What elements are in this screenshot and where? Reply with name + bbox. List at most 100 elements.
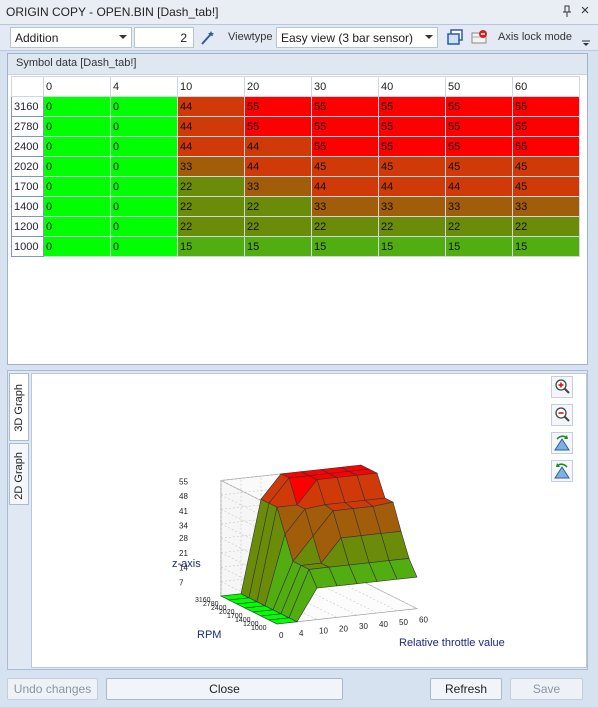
table-cell[interactable]: 44 — [244, 156, 312, 177]
column-header[interactable]: 20 — [244, 76, 312, 97]
table-cell[interactable]: 44 — [177, 116, 245, 137]
row-header[interactable]: 2020 — [11, 156, 44, 177]
table-cell[interactable]: 55 — [378, 96, 446, 117]
undo-changes-button[interactable]: Undo changes — [7, 678, 98, 700]
table-cell[interactable]: 55 — [512, 116, 580, 137]
table-cell[interactable]: 44 — [177, 96, 245, 117]
column-header[interactable]: 30 — [311, 76, 379, 97]
table-cell[interactable]: 45 — [445, 156, 513, 177]
table-cell[interactable]: 0 — [43, 156, 111, 177]
tab-3d-graph[interactable]: 3D Graph — [9, 373, 29, 441]
table-cell[interactable]: 22 — [177, 196, 245, 217]
table-cell[interactable]: 33 — [177, 156, 245, 177]
row-header[interactable]: 1400 — [11, 196, 44, 217]
table-cell[interactable]: 15 — [445, 236, 513, 257]
table-cell[interactable]: 22 — [244, 196, 312, 217]
row-header[interactable]: 3160 — [11, 96, 44, 117]
table-cell[interactable]: 55 — [445, 96, 513, 117]
table-cell[interactable]: 55 — [311, 96, 379, 117]
table-cell[interactable]: 0 — [110, 116, 178, 137]
table-cell[interactable]: 44 — [445, 176, 513, 197]
table-cell[interactable]: 0 — [43, 216, 111, 237]
surface-3d-plot[interactable]: 55 48 41 34 28 21 14 7 0 4 10 20 30 40 50 60 31602780240… — [32, 374, 586, 667]
axis-lock-label[interactable]: Axis lock mode — [498, 31, 572, 43]
table-cell[interactable]: 0 — [110, 156, 178, 177]
table-cell[interactable]: 0 — [110, 136, 178, 157]
close-icon[interactable]: × — [580, 2, 590, 19]
table-cell[interactable]: 15 — [512, 236, 580, 257]
table-cell[interactable]: 45 — [512, 156, 580, 177]
close-button[interactable]: Close — [106, 678, 343, 700]
amount-input[interactable]: 2 — [134, 27, 194, 48]
copy-window-icon[interactable] — [445, 28, 465, 47]
table-cell[interactable]: 22 — [311, 216, 379, 237]
table-cell[interactable]: 0 — [110, 216, 178, 237]
table-cell[interactable]: 0 — [110, 236, 178, 257]
table-cell[interactable]: 0 — [43, 116, 111, 137]
operation-dropdown[interactable]: Addition — [10, 27, 132, 48]
table-cell[interactable]: 0 — [110, 196, 178, 217]
table-cell[interactable]: 33 — [512, 196, 580, 217]
pin-icon[interactable] — [560, 4, 574, 18]
table-cell[interactable]: 45 — [512, 176, 580, 197]
table-cell[interactable]: 44 — [378, 176, 446, 197]
table-cell[interactable]: 0 — [43, 96, 111, 117]
table-cell[interactable]: 22 — [244, 216, 312, 237]
table-cell[interactable]: 15 — [378, 236, 446, 257]
viewtype-dropdown[interactable]: Easy view (3 bar sensor) — [276, 27, 438, 48]
table-cell[interactable]: 0 — [110, 176, 178, 197]
rotate-left-icon[interactable] — [551, 432, 573, 454]
table-cell[interactable]: 22 — [445, 216, 513, 237]
table-cell[interactable]: 22 — [177, 176, 245, 197]
zoom-in-icon[interactable] — [551, 376, 573, 398]
refresh-button[interactable]: Refresh — [430, 678, 502, 700]
save-button[interactable]: Save — [510, 678, 583, 700]
column-header[interactable]: 40 — [378, 76, 446, 97]
table-cell[interactable]: 55 — [378, 136, 446, 157]
table-cell[interactable]: 44 — [244, 136, 312, 157]
apply-wand-icon[interactable] — [198, 28, 218, 47]
table-cell[interactable]: 55 — [378, 116, 446, 137]
row-header[interactable]: 1000 — [11, 236, 44, 257]
table-cell[interactable]: 22 — [378, 216, 446, 237]
table-cell[interactable]: 0 — [110, 96, 178, 117]
table-cell[interactable]: 0 — [43, 236, 111, 257]
table-cell[interactable]: 33 — [244, 176, 312, 197]
table-cell[interactable]: 33 — [445, 196, 513, 217]
table-cell[interactable]: 15 — [177, 236, 245, 257]
column-header[interactable]: 60 — [512, 76, 580, 97]
table-cell[interactable]: 55 — [445, 136, 513, 157]
table-cell[interactable]: 55 — [445, 116, 513, 137]
rotate-right-icon[interactable] — [551, 460, 573, 482]
column-header[interactable]: 0 — [43, 76, 111, 97]
table-cell[interactable]: 55 — [512, 136, 580, 157]
table-cell[interactable]: 55 — [311, 136, 379, 157]
table-cell[interactable]: 44 — [311, 176, 379, 197]
zoom-out-icon[interactable] — [551, 404, 573, 426]
row-header[interactable]: 1700 — [11, 176, 44, 197]
table-cell[interactable]: 55 — [512, 96, 580, 117]
table-cell[interactable]: 22 — [512, 216, 580, 237]
column-header[interactable]: 4 — [110, 76, 178, 97]
table-cell[interactable]: 33 — [311, 196, 379, 217]
table-cell[interactable]: 44 — [177, 136, 245, 157]
table-cell[interactable]: 33 — [378, 196, 446, 217]
tab-2d-graph[interactable]: 2D Graph — [9, 443, 29, 505]
table-cell[interactable]: 0 — [43, 136, 111, 157]
table-cell[interactable]: 15 — [311, 236, 379, 257]
table-cell[interactable]: 0 — [43, 176, 111, 197]
table-cell[interactable]: 15 — [244, 236, 312, 257]
table-cell[interactable]: 22 — [177, 216, 245, 237]
column-header[interactable]: 10 — [177, 76, 245, 97]
column-header[interactable]: 50 — [445, 76, 513, 97]
table-cell[interactable]: 45 — [378, 156, 446, 177]
toolbar-overflow-icon[interactable] — [580, 28, 592, 47]
table-cell[interactable]: 55 — [311, 116, 379, 137]
clear-table-icon[interactable] — [469, 28, 489, 47]
table-cell[interactable]: 45 — [311, 156, 379, 177]
table-cell[interactable]: 55 — [244, 116, 312, 137]
table-cell[interactable]: 0 — [43, 196, 111, 217]
row-header[interactable]: 2780 — [11, 116, 44, 137]
row-header[interactable]: 1200 — [11, 216, 44, 237]
table-cell[interactable]: 55 — [244, 96, 312, 117]
